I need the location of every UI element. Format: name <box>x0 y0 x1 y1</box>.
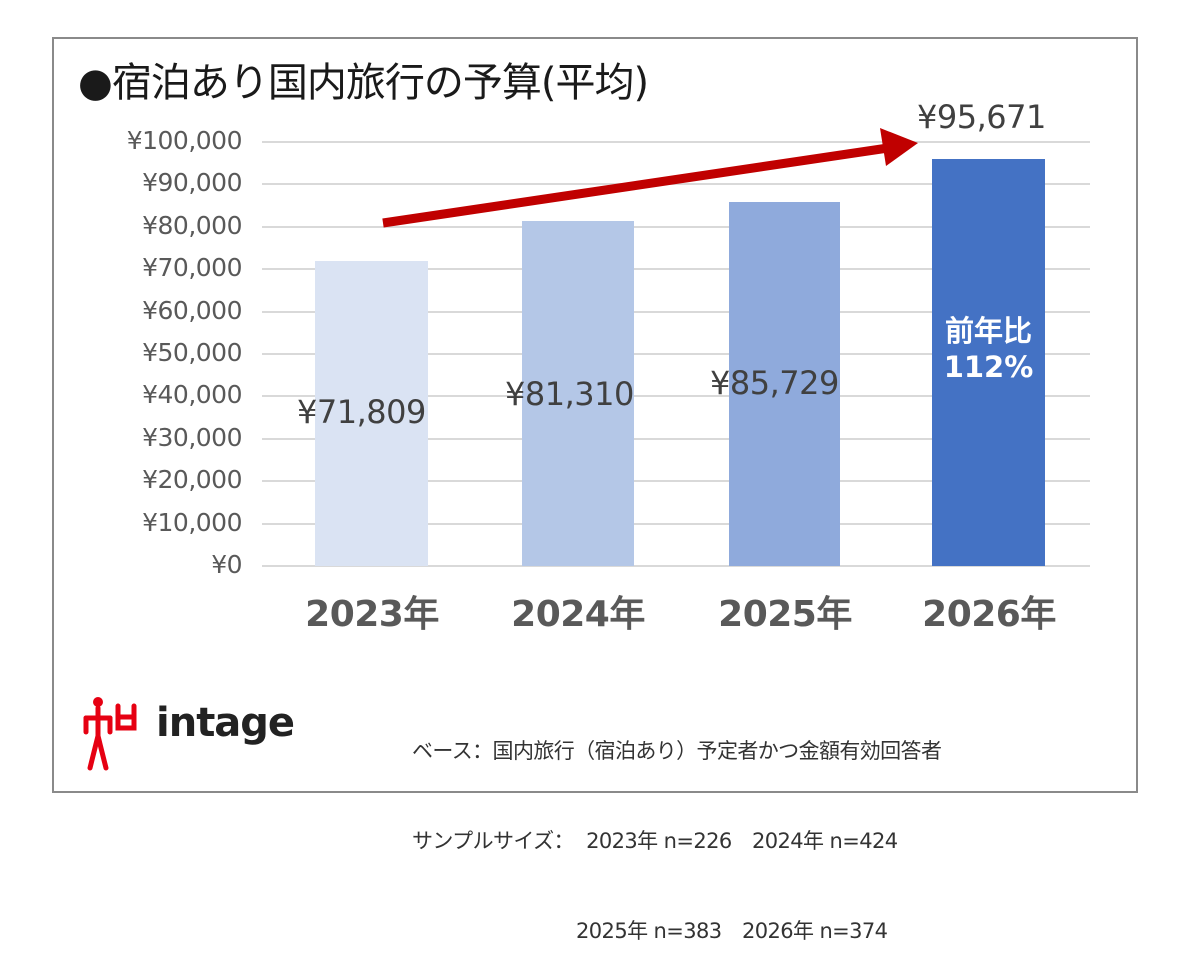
y-tick-label: ¥30,000 <box>142 423 242 452</box>
intage-mark-icon <box>83 697 137 771</box>
note-sample-size-1: サンプルサイズ： 2023年 n=226 2024年 n=424 <box>412 829 898 853</box>
gridline <box>262 268 1090 270</box>
bar-2023 <box>315 261 428 566</box>
gridline <box>262 226 1090 228</box>
note-base: ベース：国内旅行（宿泊あり）予定者かつ金額有効回答者 <box>412 739 942 763</box>
y-tick-label: ¥100,000 <box>126 126 243 155</box>
y-tick-label: ¥70,000 <box>142 253 242 282</box>
x-label-2025: 2025年 <box>718 594 852 635</box>
gridline <box>262 480 1090 482</box>
x-label-2026: 2026年 <box>922 594 1056 635</box>
value-label-2023: ¥71,809 <box>297 393 426 431</box>
y-tick-label: ¥10,000 <box>142 508 242 537</box>
gridline <box>262 141 1090 143</box>
y-tick-label: ¥80,000 <box>142 211 242 240</box>
x-label-2024: 2024年 <box>511 594 645 635</box>
value-label-2024: ¥81,310 <box>505 375 634 413</box>
yoy-value: 112% <box>943 350 1034 384</box>
y-tick-label: ¥90,000 <box>142 168 242 197</box>
y-tick-label: ¥60,000 <box>142 296 242 325</box>
y-tick-label: ¥50,000 <box>142 338 242 367</box>
x-axis-baseline <box>262 565 1090 567</box>
value-label-2026: ¥95,671 <box>917 98 1046 136</box>
bar-2026 <box>932 159 1045 566</box>
intage-wordmark: intage <box>156 700 295 746</box>
y-tick-label: ¥20,000 <box>142 465 242 494</box>
x-label-2023: 2023年 <box>305 594 439 635</box>
intage-logo: intage <box>82 692 332 772</box>
y-tick-label: ¥0 <box>211 550 242 579</box>
gridline <box>262 353 1090 355</box>
chart-title: ●宿泊あり国内旅行の予算(平均) <box>78 60 649 106</box>
yoy-annotation: 前年比 112% <box>932 313 1045 385</box>
y-tick-label: ¥40,000 <box>142 380 242 409</box>
sample-note: ベース：国内旅行（宿泊あり）予定者かつ金額有効回答者 サンプルサイズ： 2023… <box>412 676 942 976</box>
bar-2024 <box>522 221 634 566</box>
gridline <box>262 395 1090 397</box>
yoy-label: 前年比 <box>944 314 1032 348</box>
value-label-2025: ¥85,729 <box>710 364 839 402</box>
bar-2025 <box>729 202 840 566</box>
gridline <box>262 311 1090 313</box>
trend-arrow-icon <box>382 128 918 228</box>
gridline <box>262 523 1090 525</box>
note-sample-size-2: 2025年 n=383 2026年 n=374 <box>412 919 888 943</box>
gridline <box>262 438 1090 440</box>
